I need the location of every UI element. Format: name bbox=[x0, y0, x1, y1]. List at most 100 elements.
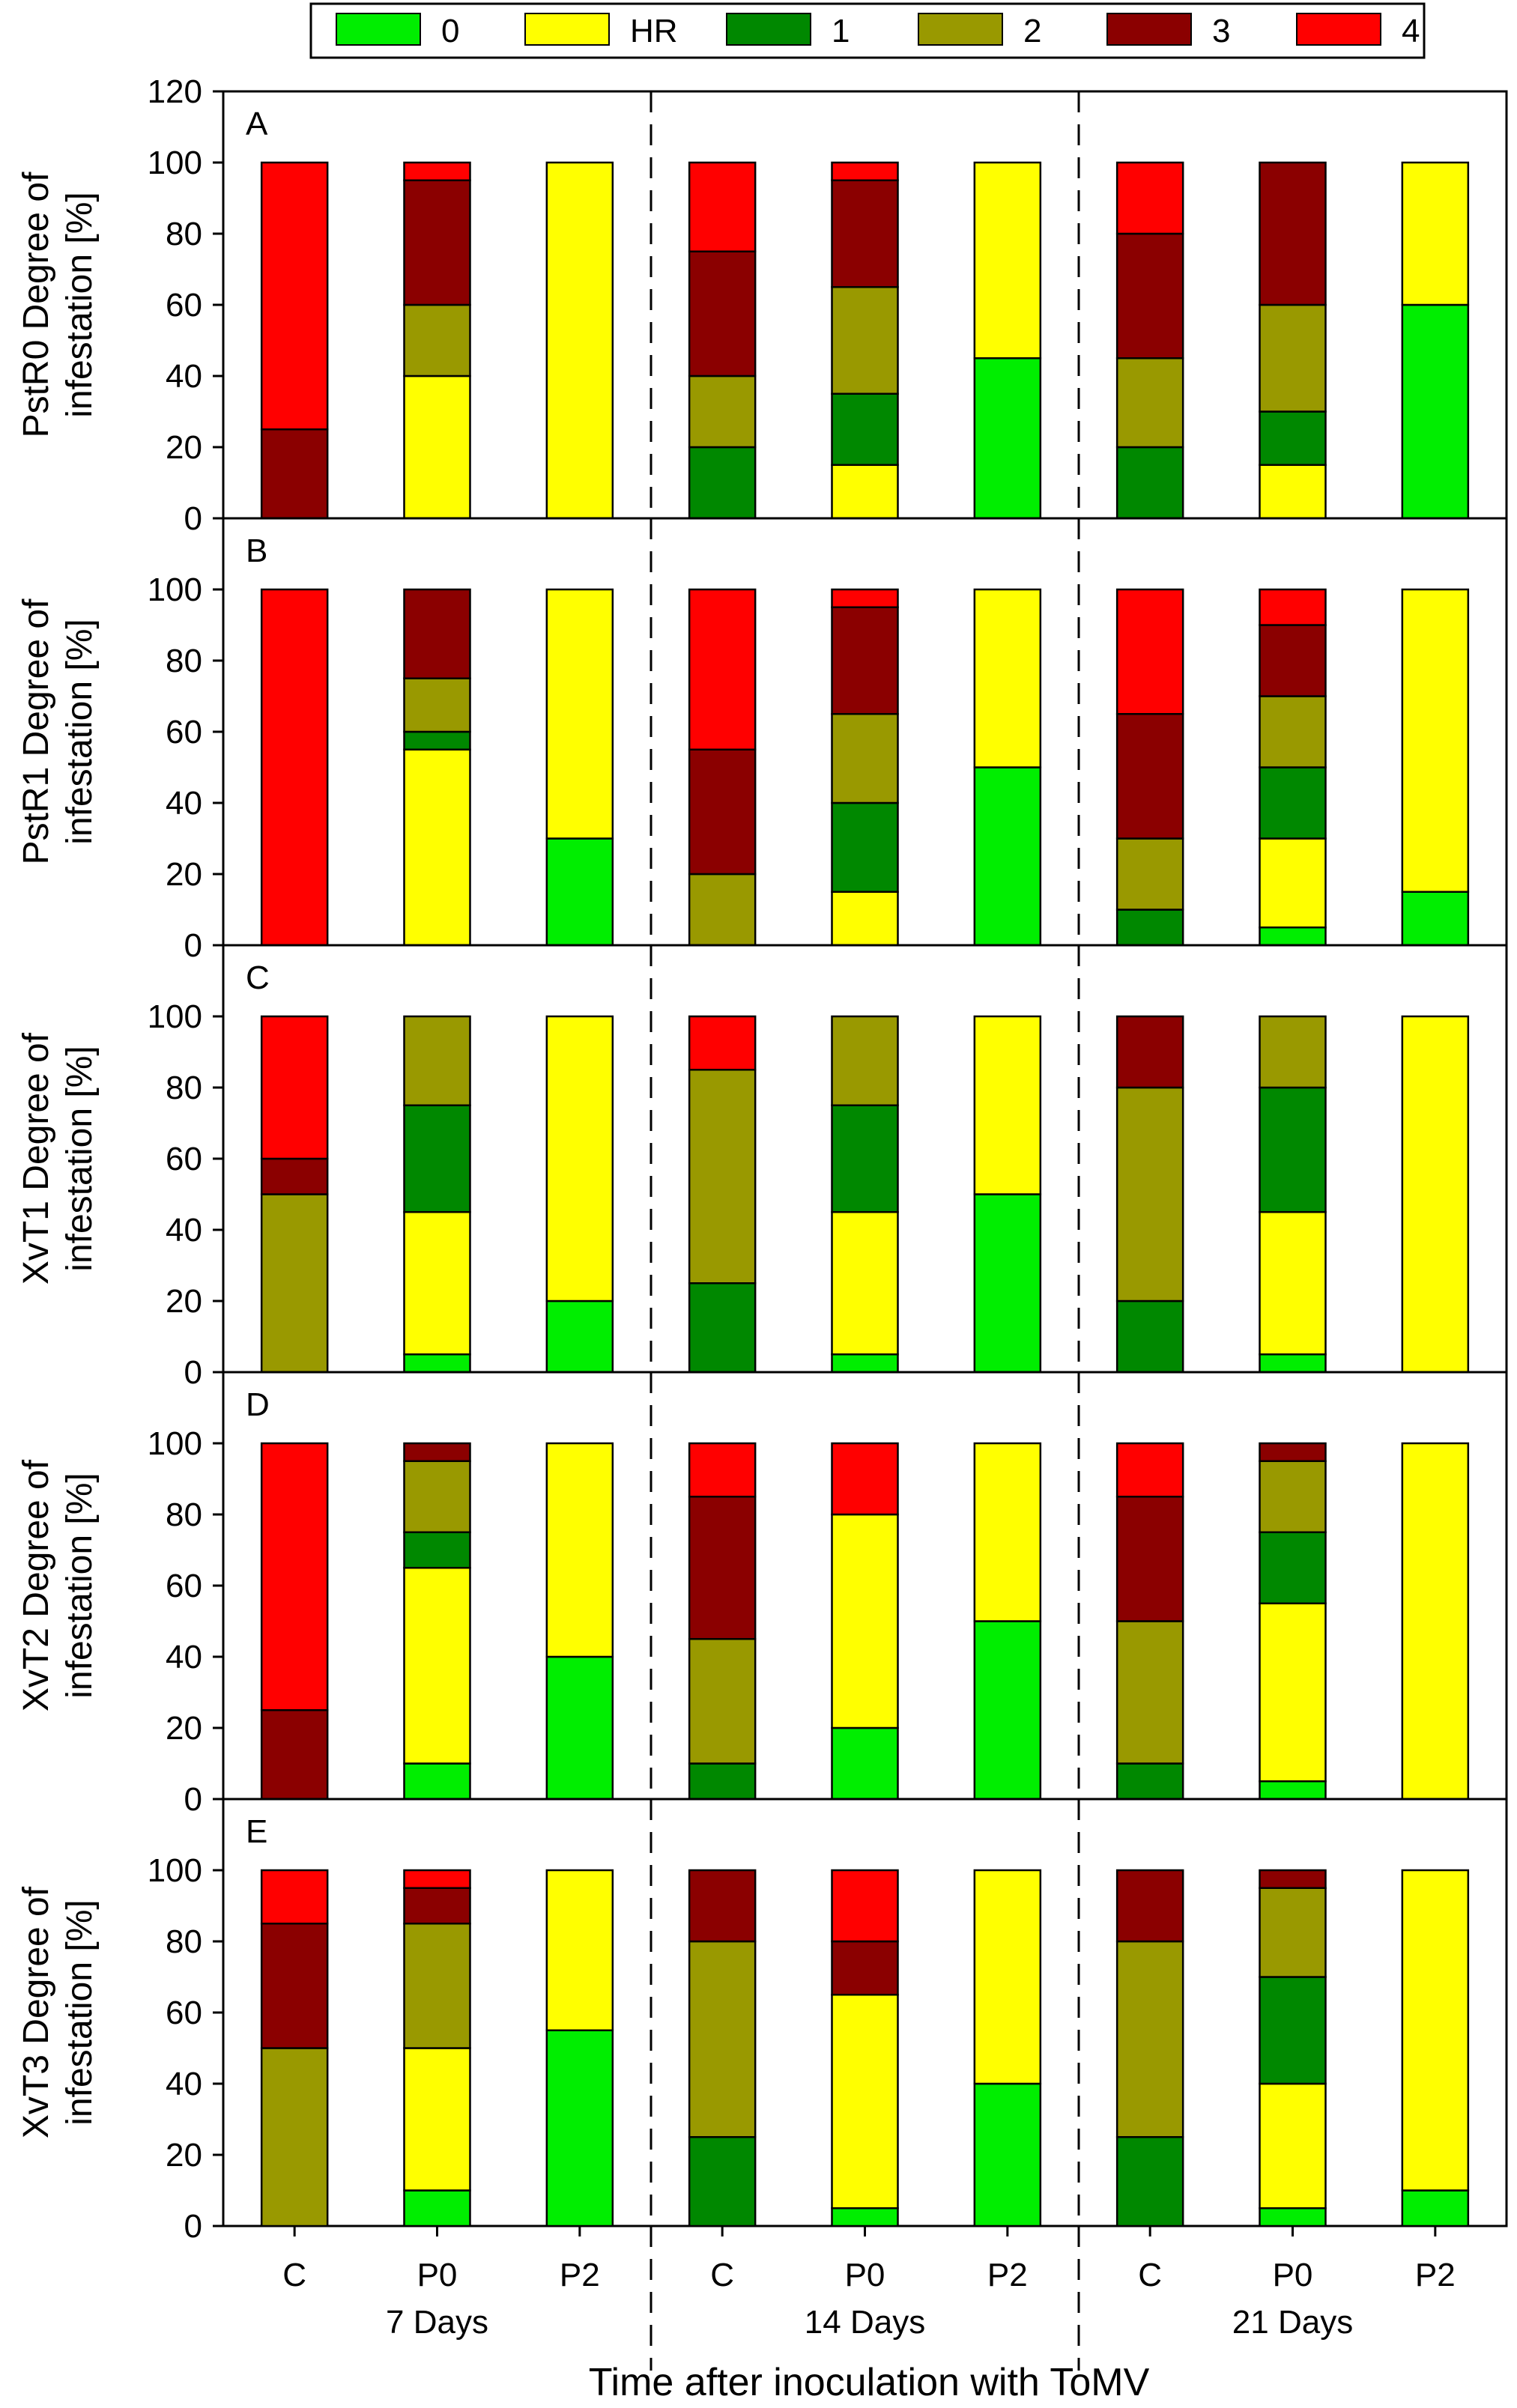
y-axis-label-line2: infestation [%] bbox=[60, 1473, 100, 1699]
panel-letter: B bbox=[246, 533, 267, 569]
bar-6 bbox=[1115, 1015, 1184, 1374]
y-tick-label: 60 bbox=[166, 1995, 202, 2031]
bar-segment-2 bbox=[260, 1193, 329, 1374]
bar-segment-0 bbox=[1259, 2207, 1327, 2227]
bar-1 bbox=[403, 161, 471, 520]
bar-segment-2 bbox=[1115, 1086, 1184, 1302]
bar-segment-HR bbox=[831, 891, 899, 947]
y-tick-label: 40 bbox=[166, 2066, 202, 2102]
x-tick-label-C: C bbox=[282, 2257, 306, 2293]
bar-segment-HR bbox=[403, 748, 471, 947]
bar-segment-3 bbox=[688, 748, 757, 876]
bar-8 bbox=[1401, 588, 1470, 947]
panel-E: 0 20 40 60 80 100 E XvT3 Degree of infestation [… bbox=[16, 1798, 1508, 2245]
bar-segment-HR bbox=[1259, 2082, 1327, 2210]
bar-segment-0 bbox=[831, 2207, 899, 2227]
bar-segment-2 bbox=[688, 1069, 757, 1285]
bar-segment-4 bbox=[1115, 588, 1184, 715]
x-tick-label-P2: P2 bbox=[560, 2257, 600, 2293]
bar-segment-HR bbox=[973, 1869, 1042, 2085]
y-tick-label: 100 bbox=[148, 1852, 202, 1889]
bar-segment-1 bbox=[831, 801, 899, 893]
panel-letter: E bbox=[246, 1813, 267, 1850]
bar-segment-HR bbox=[831, 1513, 899, 1729]
bar-segment-2 bbox=[1259, 1460, 1327, 1533]
bar-segment-1 bbox=[1259, 1531, 1327, 1604]
y-tick-label: 80 bbox=[166, 1070, 202, 1106]
x-tick-label-C: C bbox=[1138, 2257, 1162, 2293]
bar-2 bbox=[545, 1015, 614, 1374]
bar-segment-0 bbox=[973, 766, 1042, 947]
bar-segment-2 bbox=[831, 713, 899, 804]
bar-0 bbox=[260, 1442, 329, 1801]
bar-segment-3 bbox=[688, 250, 757, 377]
bar-segment-4 bbox=[831, 1442, 899, 1516]
bar-segment-4 bbox=[831, 161, 899, 181]
group-label: 21 Days bbox=[1232, 2304, 1353, 2341]
y-axis-label-line2: infestation [%] bbox=[60, 192, 100, 418]
bar-segment-HR bbox=[1401, 1869, 1470, 2192]
bar-segment-HR bbox=[831, 1211, 899, 1356]
y-tick-label: 20 bbox=[166, 2137, 202, 2174]
bar-segment-4 bbox=[688, 1015, 757, 1071]
bar-2 bbox=[545, 161, 614, 520]
bar-segment-4 bbox=[260, 1442, 329, 1711]
bar-3 bbox=[688, 1015, 757, 1374]
bar-2 bbox=[545, 1442, 614, 1801]
bar-segment-HR bbox=[1401, 1442, 1470, 1801]
bar-5 bbox=[973, 588, 1042, 947]
bar-5 bbox=[973, 161, 1042, 520]
bar-segment-3 bbox=[403, 1442, 471, 1462]
bar-7 bbox=[1259, 161, 1327, 520]
bar-segment-HR bbox=[973, 1442, 1042, 1622]
bar-segment-2 bbox=[403, 1460, 471, 1533]
bar-5 bbox=[973, 1442, 1042, 1801]
panel-C: 0 20 40 60 80 100 C XvT1 Degree of infestation [… bbox=[16, 944, 1508, 1391]
bar-segment-3 bbox=[1259, 1442, 1327, 1462]
bar-segment-2 bbox=[1115, 1620, 1184, 1765]
x-axis: C P0 P2 7 Days C P0 P2 14 Days C P0 P2 21 Days bbox=[282, 2226, 1456, 2371]
legend-swatch-3 bbox=[1106, 13, 1192, 46]
bar-segment-3 bbox=[403, 1887, 471, 1925]
bar-segment-1 bbox=[403, 1104, 471, 1213]
bar-segment-HR bbox=[545, 588, 614, 840]
bar-segment-3 bbox=[1115, 713, 1184, 840]
bar-segment-1 bbox=[688, 1282, 757, 1374]
y-tick-label: 0 bbox=[184, 500, 202, 537]
bar-5 bbox=[973, 1869, 1042, 2227]
bar-segment-2 bbox=[260, 2047, 329, 2227]
bar-segment-HR bbox=[403, 2047, 471, 2192]
x-tick-label-P2: P2 bbox=[1415, 2257, 1456, 2293]
bar-0 bbox=[260, 1015, 329, 1374]
bar-1 bbox=[403, 1442, 471, 1801]
bar-6 bbox=[1115, 1869, 1184, 2227]
bar-segment-2 bbox=[1115, 357, 1184, 449]
bar-segment-4 bbox=[1115, 161, 1184, 235]
bar-3 bbox=[688, 1442, 757, 1801]
legend-swatch-2 bbox=[918, 13, 1003, 46]
bar-segment-0 bbox=[831, 1726, 899, 1801]
bar-segment-0 bbox=[403, 1353, 471, 1374]
legend-label-2: 2 bbox=[1023, 13, 1041, 49]
bar-segment-HR bbox=[973, 1015, 1042, 1195]
bar-1 bbox=[403, 1015, 471, 1374]
bar-segment-3 bbox=[260, 1157, 329, 1195]
y-tick-label: 80 bbox=[166, 1496, 202, 1533]
bar-segment-1 bbox=[831, 392, 899, 466]
bar-segment-2 bbox=[403, 1015, 471, 1106]
bar-segment-1 bbox=[1115, 1762, 1184, 1801]
bar-1 bbox=[403, 1869, 471, 2227]
legend-label-HR: HR bbox=[630, 13, 678, 49]
panel-D: 0 20 40 60 80 100 D XvT2 Degree of infestation [… bbox=[16, 1371, 1508, 1818]
bar-segment-1 bbox=[1259, 766, 1327, 840]
bar-5 bbox=[973, 1015, 1042, 1374]
bar-segment-0 bbox=[973, 2082, 1042, 2227]
bar-segment-4 bbox=[403, 1869, 471, 1889]
x-tick-label-C: C bbox=[710, 2257, 734, 2293]
bar-segment-HR bbox=[403, 1211, 471, 1356]
bar-segment-0 bbox=[1259, 926, 1327, 947]
bar-segment-0 bbox=[1401, 891, 1470, 947]
bar-segment-3 bbox=[260, 428, 329, 520]
legend-label-4: 4 bbox=[1402, 13, 1420, 49]
bar-7 bbox=[1259, 1869, 1327, 2227]
